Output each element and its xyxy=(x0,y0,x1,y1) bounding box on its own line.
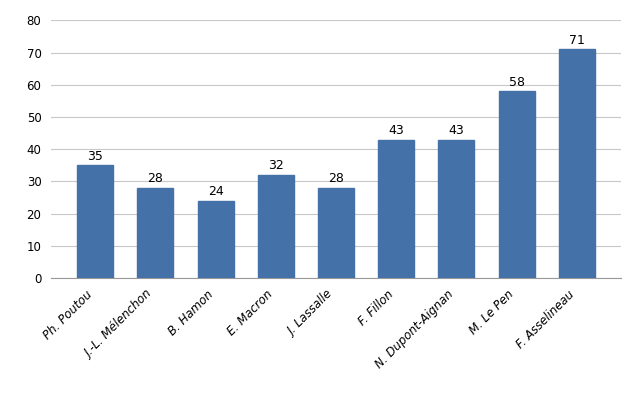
Text: 35: 35 xyxy=(87,150,103,163)
Text: 43: 43 xyxy=(388,124,404,137)
Bar xyxy=(378,139,414,278)
Bar xyxy=(499,91,534,278)
Bar xyxy=(198,201,234,278)
Text: 71: 71 xyxy=(569,34,585,47)
Text: 58: 58 xyxy=(509,76,525,89)
Bar xyxy=(77,165,113,278)
Bar xyxy=(559,49,595,278)
Bar xyxy=(438,139,474,278)
Text: 32: 32 xyxy=(268,160,284,173)
Text: 28: 28 xyxy=(328,172,344,185)
Text: 43: 43 xyxy=(449,124,464,137)
Text: 28: 28 xyxy=(147,172,163,185)
Bar xyxy=(258,175,294,278)
Bar xyxy=(138,188,173,278)
Bar xyxy=(318,188,354,278)
Text: 24: 24 xyxy=(208,185,223,198)
